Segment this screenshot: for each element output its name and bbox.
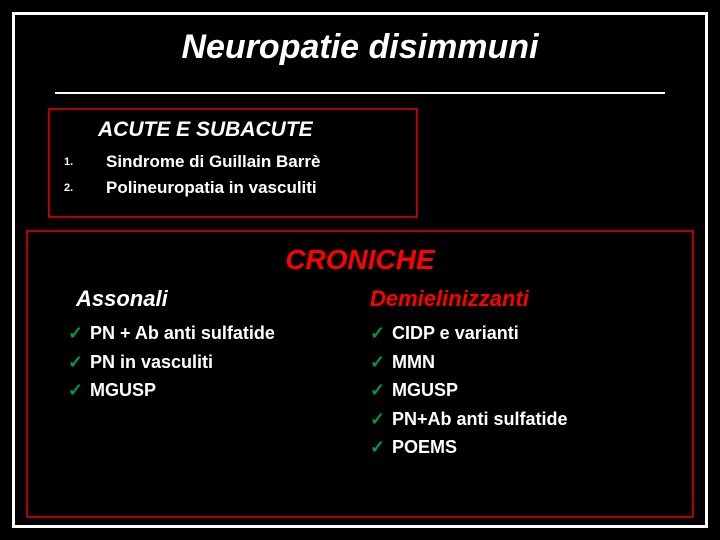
chronic-heading: CRONICHE <box>28 244 692 276</box>
col-assonali: Assonali PN + Ab anti sulfatide PN in va… <box>28 286 360 465</box>
assonali-heading: Assonali <box>76 286 346 312</box>
list-number: 2. <box>64 182 73 194</box>
list-item: PN + Ab anti sulfatide <box>68 322 346 345</box>
acute-box: ACUTE E SUBACUTE 1. Sindrome di Guillain… <box>48 108 418 218</box>
list-number: 1. <box>64 156 73 168</box>
acute-list: 1. Sindrome di Guillain Barrè 2. Polineu… <box>60 152 406 198</box>
acute-heading: ACUTE E SUBACUTE <box>98 118 406 142</box>
acute-item: 1. Sindrome di Guillain Barrè <box>60 152 406 172</box>
slide: Neuropatie disimmuni ACUTE E SUBACUTE 1.… <box>0 0 720 540</box>
list-item: MMN <box>370 351 678 374</box>
chronic-box: CRONICHE Assonali PN + Ab anti sulfatide… <box>26 230 694 518</box>
list-text: Polineuropatia in vasculiti <box>106 178 317 197</box>
list-item: PN+Ab anti sulfatide <box>370 408 678 431</box>
list-item: POEMS <box>370 436 678 459</box>
list-item: MGUSP <box>370 379 678 402</box>
list-item: PN in vasculiti <box>68 351 346 374</box>
list-item: MGUSP <box>68 379 346 402</box>
demielinizzanti-list: CIDP e varianti MMN MGUSP PN+Ab anti sul… <box>370 322 678 459</box>
col-demielinizzanti: Demielinizzanti CIDP e varianti MMN MGUS… <box>360 286 692 465</box>
title-underline <box>55 92 665 94</box>
slide-title: Neuropatie disimmuni <box>0 28 720 67</box>
acute-item: 2. Polineuropatia in vasculiti <box>60 178 406 198</box>
assonali-list: PN + Ab anti sulfatide PN in vasculiti M… <box>68 322 346 402</box>
demielinizzanti-heading: Demielinizzanti <box>370 286 678 312</box>
list-text: Sindrome di Guillain Barrè <box>106 152 320 171</box>
list-item: CIDP e varianti <box>370 322 678 345</box>
chronic-columns: Assonali PN + Ab anti sulfatide PN in va… <box>28 286 692 465</box>
